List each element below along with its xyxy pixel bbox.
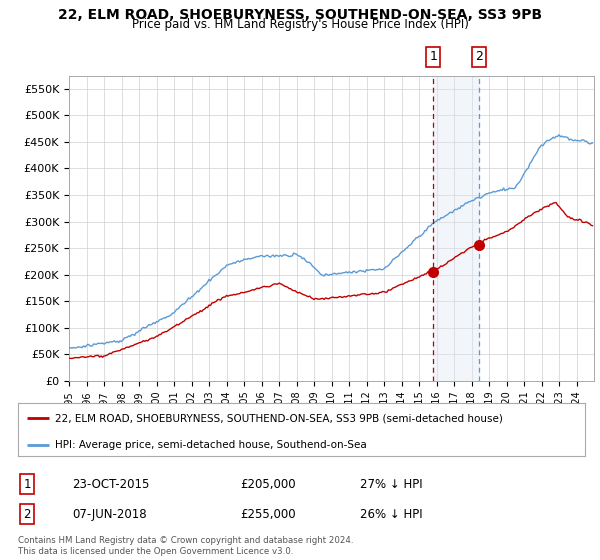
Text: 22, ELM ROAD, SHOEBURYNESS, SOUTHEND-ON-SEA, SS3 9PB: 22, ELM ROAD, SHOEBURYNESS, SOUTHEND-ON-… bbox=[58, 8, 542, 22]
Text: 1: 1 bbox=[23, 478, 31, 491]
Text: HPI: Average price, semi-detached house, Southend-on-Sea: HPI: Average price, semi-detached house,… bbox=[55, 440, 367, 450]
Text: 22, ELM ROAD, SHOEBURYNESS, SOUTHEND-ON-SEA, SS3 9PB (semi-detached house): 22, ELM ROAD, SHOEBURYNESS, SOUTHEND-ON-… bbox=[55, 413, 503, 423]
Text: 2: 2 bbox=[475, 50, 483, 63]
Text: 27% ↓ HPI: 27% ↓ HPI bbox=[360, 478, 422, 491]
Bar bbox=[433, 76, 479, 381]
Text: £205,000: £205,000 bbox=[240, 478, 296, 491]
Text: 07-JUN-2018: 07-JUN-2018 bbox=[72, 507, 146, 521]
Text: 2: 2 bbox=[23, 507, 31, 521]
Text: £255,000: £255,000 bbox=[240, 507, 296, 521]
Text: 23-OCT-2015: 23-OCT-2015 bbox=[72, 478, 149, 491]
Text: Contains HM Land Registry data © Crown copyright and database right 2024.
This d: Contains HM Land Registry data © Crown c… bbox=[18, 536, 353, 556]
Text: Price paid vs. HM Land Registry's House Price Index (HPI): Price paid vs. HM Land Registry's House … bbox=[131, 18, 469, 31]
Text: 1: 1 bbox=[430, 50, 437, 63]
Text: 26% ↓ HPI: 26% ↓ HPI bbox=[360, 507, 422, 521]
